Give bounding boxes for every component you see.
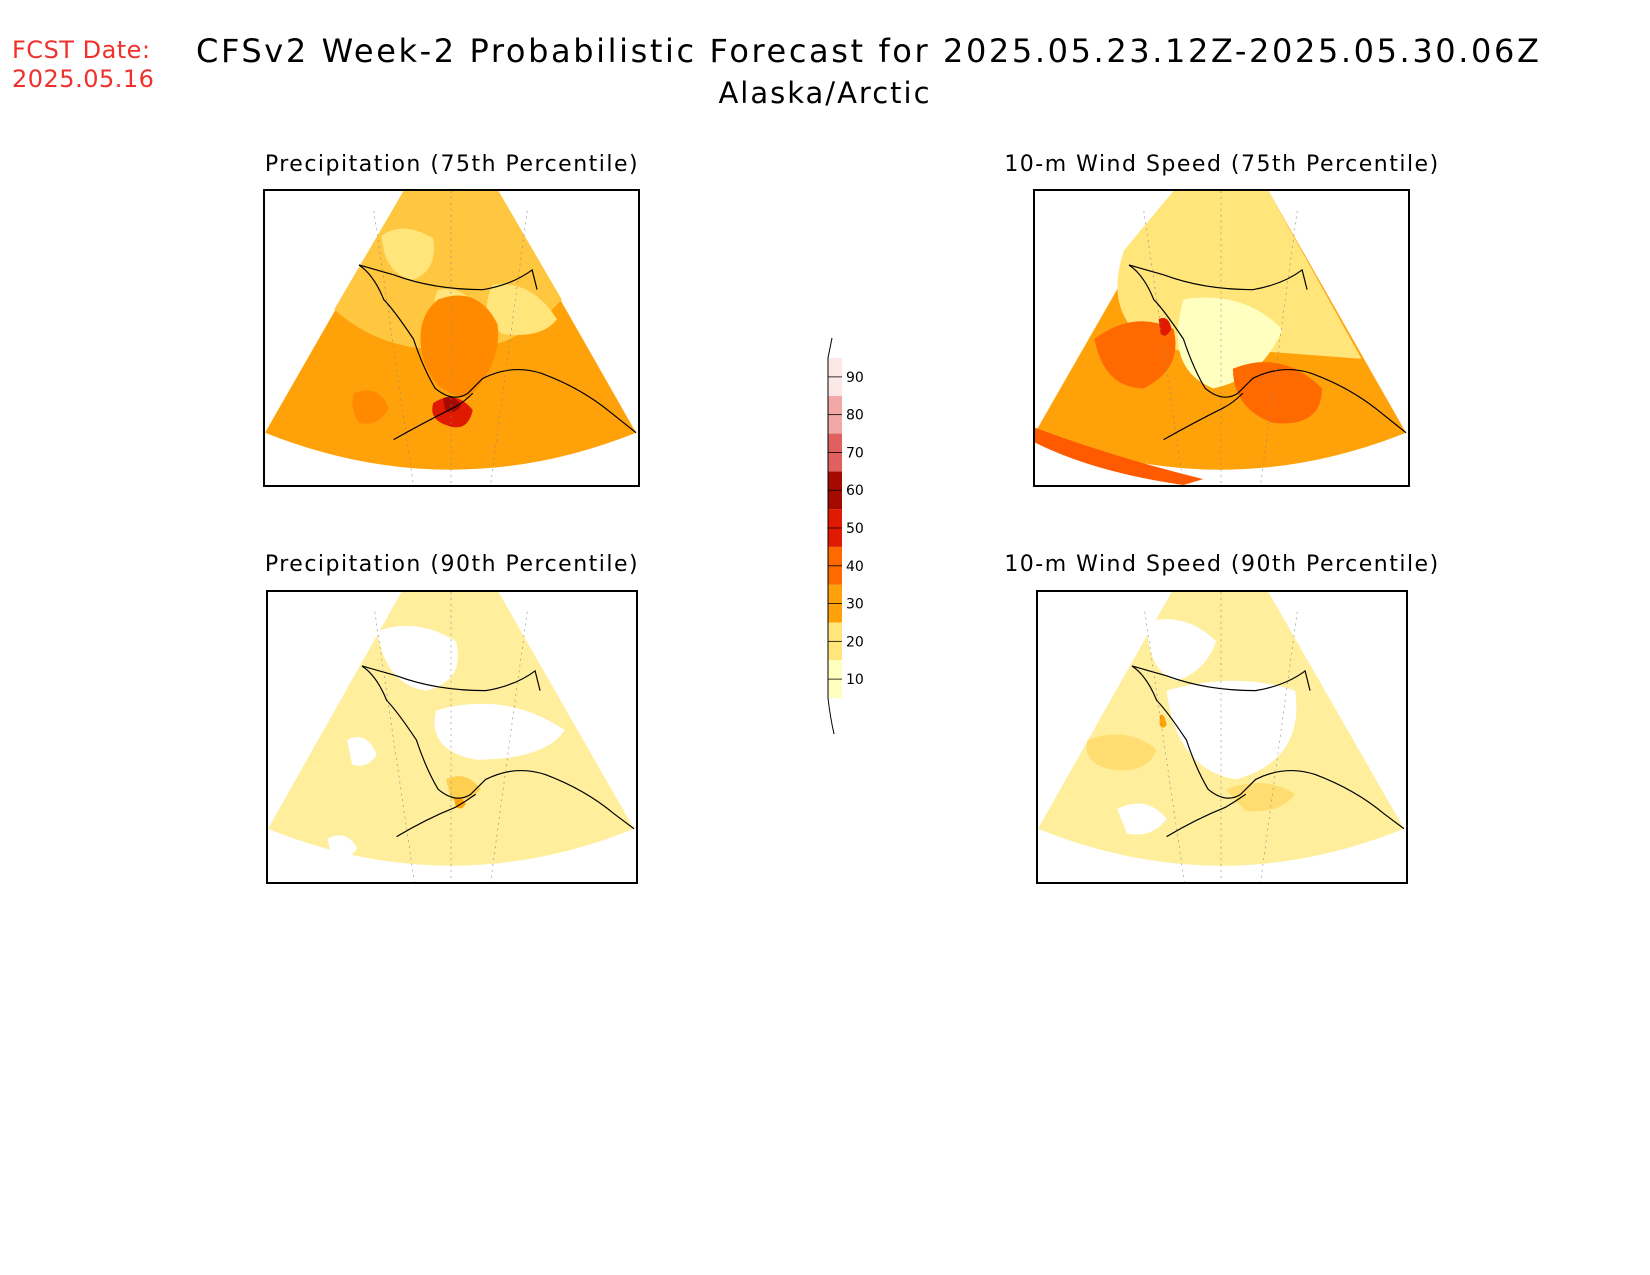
map-precip-90 (266, 590, 638, 884)
region-white-2 (1166, 680, 1297, 780)
region-white-2 (434, 703, 565, 760)
colorbar-label: 10 (846, 672, 864, 688)
region-light-1 (381, 228, 435, 280)
colorbar-tail-bottom (827, 697, 835, 735)
region-orange (453, 797, 466, 809)
region-light-upper (1117, 191, 1362, 359)
forecast-date-value: 2025.05.16 (12, 65, 155, 93)
coastline-north (358, 264, 538, 291)
coastline-north (1128, 264, 1308, 291)
coastline-north (1131, 665, 1311, 692)
colorbar-label: 40 (846, 559, 864, 575)
region-white-3 (1117, 803, 1167, 835)
region-dark-1 (432, 397, 473, 428)
colorbar-label: 90 (846, 370, 864, 386)
map-wind-75 (1033, 189, 1410, 487)
region-orange-1 (1094, 321, 1176, 389)
map-wind-90 (1036, 590, 1408, 884)
region-subtitle: Alaska/Arctic (718, 76, 932, 110)
colorbar-label: 60 (846, 483, 864, 499)
forecast-date-label: FCST Date: (12, 36, 151, 64)
coastline (1131, 665, 1405, 838)
panel-title-wind-75: 10-m Wind Speed (75th Percentile) (1004, 152, 1440, 177)
region-orange-2 (352, 390, 389, 424)
map-precip-75 (263, 189, 640, 487)
graticule (373, 191, 528, 485)
graticule (1143, 191, 1298, 485)
region-white-1 (376, 625, 458, 691)
colorbar-graphic: 10 20 30 40 50 60 70 80 90 (827, 337, 864, 735)
region-dark (1158, 318, 1172, 336)
panel-title-precip-75: Precipitation (75th Percentile) (264, 152, 640, 177)
colorbar-label: 30 (846, 597, 864, 613)
region-white-1 (1146, 619, 1217, 681)
colorbar-label: 50 (846, 521, 864, 537)
region-dark-2 (443, 396, 461, 413)
colorbar: 10 20 30 40 50 60 70 80 90 (818, 337, 898, 738)
region-light-2 (486, 284, 557, 336)
coastline (1128, 264, 1407, 441)
panel-title-wind-90: 10-m Wind Speed (90th Percentile) (1004, 552, 1440, 577)
graticule (1144, 592, 1298, 882)
colorbar-tail-top (827, 337, 833, 359)
graticule (374, 592, 528, 882)
colorbar-label: 80 (846, 408, 864, 424)
forecast-date-block: FCST Date: 2025.05.16 (12, 36, 154, 94)
colorbar-label: 20 (846, 634, 864, 650)
panel-title-precip-90: Precipitation (90th Percentile) (264, 552, 640, 577)
colorbar-label: 70 (846, 445, 864, 461)
region-orange-edge (1035, 427, 1204, 485)
page-title: CFSv2 Week-2 Probabilistic Forecast for … (196, 32, 1542, 70)
coastline-north (361, 665, 541, 692)
region-white-4 (327, 835, 358, 860)
region-light (446, 776, 481, 801)
region-light (1086, 734, 1157, 771)
region-light-2 (1225, 782, 1296, 812)
region-white-3 (347, 737, 377, 766)
region-orange-1 (420, 295, 499, 399)
coastline (358, 264, 637, 441)
coastline (361, 665, 635, 838)
